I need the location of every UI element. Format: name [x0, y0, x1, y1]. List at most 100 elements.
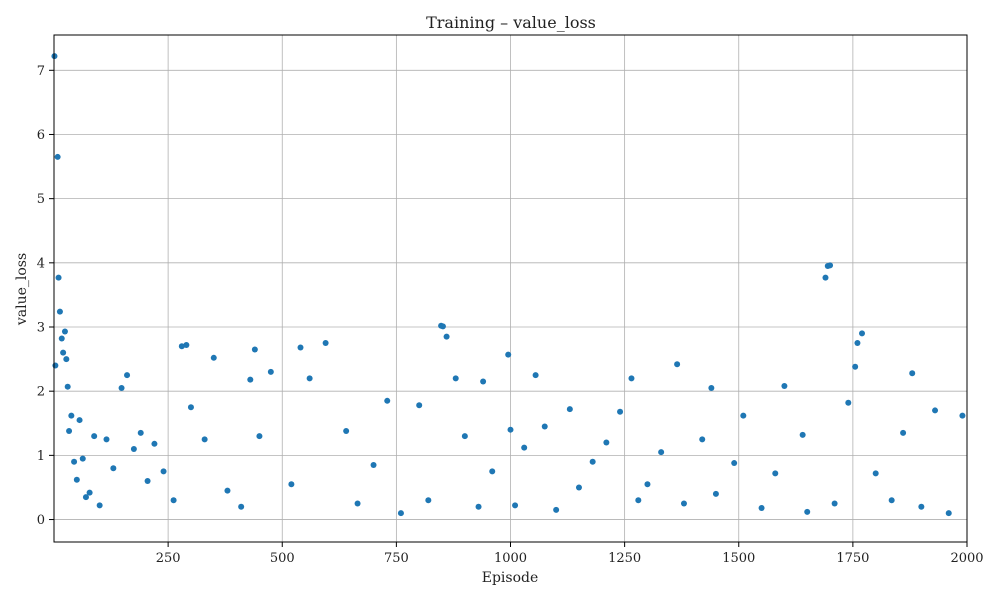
data-point	[617, 408, 624, 415]
data-point	[256, 433, 263, 440]
data-points	[51, 53, 966, 517]
data-point	[859, 330, 866, 337]
y-axis-label: value_loss	[14, 253, 30, 326]
data-point	[130, 445, 137, 452]
data-point	[187, 404, 194, 411]
data-point	[603, 439, 610, 446]
data-point	[201, 436, 208, 443]
data-point	[54, 153, 61, 160]
data-point	[731, 460, 738, 467]
data-point	[370, 461, 377, 468]
data-point	[71, 458, 78, 465]
data-point	[160, 468, 167, 475]
data-point	[58, 335, 65, 342]
data-point	[397, 510, 404, 517]
data-point	[247, 376, 254, 383]
data-point	[566, 406, 573, 413]
y-tick-label: 0	[37, 513, 45, 528]
data-point	[224, 487, 231, 494]
y-tick-label: 7	[37, 64, 45, 79]
data-point	[118, 384, 125, 391]
data-point	[532, 372, 539, 379]
data-point	[680, 500, 687, 507]
x-tick-label: 250	[156, 551, 181, 566]
data-point	[541, 423, 548, 430]
data-point	[658, 449, 665, 456]
data-point	[137, 429, 144, 436]
data-point	[52, 362, 59, 369]
data-point	[512, 502, 519, 509]
data-point	[505, 351, 512, 358]
data-point	[76, 417, 83, 424]
data-point	[439, 323, 446, 330]
data-point	[343, 427, 350, 434]
data-point	[799, 431, 806, 438]
x-tick-label: 500	[270, 551, 295, 566]
data-point	[845, 399, 852, 406]
data-point	[712, 490, 719, 497]
data-point	[443, 333, 450, 340]
data-point	[900, 429, 907, 436]
x-tick-label: 1500	[722, 551, 755, 566]
data-point	[781, 383, 788, 390]
data-point	[68, 412, 75, 419]
data-point	[461, 433, 468, 440]
data-point	[589, 458, 596, 465]
data-point	[66, 427, 73, 434]
data-point	[932, 407, 939, 414]
x-tick-label: 1000	[494, 551, 527, 566]
data-point	[384, 397, 391, 404]
data-point	[416, 402, 423, 409]
data-point	[699, 436, 706, 443]
data-point	[86, 489, 93, 496]
data-point	[73, 476, 80, 483]
y-tick-label: 5	[37, 192, 45, 207]
data-point	[79, 455, 86, 462]
data-point	[238, 503, 245, 510]
chart-title: Training – value_loss	[426, 13, 596, 32]
data-point	[772, 470, 779, 477]
data-point	[644, 481, 651, 488]
data-point	[852, 363, 859, 370]
data-point	[674, 361, 681, 368]
data-point	[178, 343, 185, 350]
data-point	[553, 506, 560, 513]
data-point	[489, 468, 496, 475]
data-point	[267, 368, 274, 375]
data-point	[144, 478, 151, 485]
data-point	[210, 354, 217, 361]
data-point	[945, 510, 952, 517]
data-point	[475, 503, 482, 510]
grid-lines	[54, 35, 968, 542]
axis-ticks: 250 500 750 1000 1250 1500 1750 2000 0 1 2 3 4 5 6 7	[37, 64, 984, 566]
data-point	[96, 502, 103, 509]
data-point	[708, 384, 715, 391]
data-point	[635, 497, 642, 504]
y-tick-label: 4	[37, 256, 45, 271]
y-tick-label: 2	[37, 385, 45, 400]
y-tick-label: 3	[37, 321, 45, 336]
data-point	[959, 412, 966, 419]
data-point	[831, 500, 838, 507]
data-point	[888, 497, 895, 504]
data-point	[425, 497, 432, 504]
data-point	[110, 465, 117, 472]
data-point	[60, 349, 67, 356]
data-point	[872, 470, 879, 477]
data-point	[521, 444, 528, 451]
data-point	[827, 262, 834, 269]
data-point	[740, 412, 747, 419]
data-point	[63, 356, 70, 363]
data-point	[758, 504, 765, 511]
data-point	[183, 341, 190, 348]
x-tick-label: 2000	[950, 551, 983, 566]
data-point	[822, 274, 829, 281]
data-point	[918, 503, 925, 510]
data-point	[56, 308, 63, 315]
data-point	[480, 378, 487, 385]
data-point	[288, 481, 295, 488]
data-point	[575, 484, 582, 491]
data-point	[804, 508, 811, 515]
